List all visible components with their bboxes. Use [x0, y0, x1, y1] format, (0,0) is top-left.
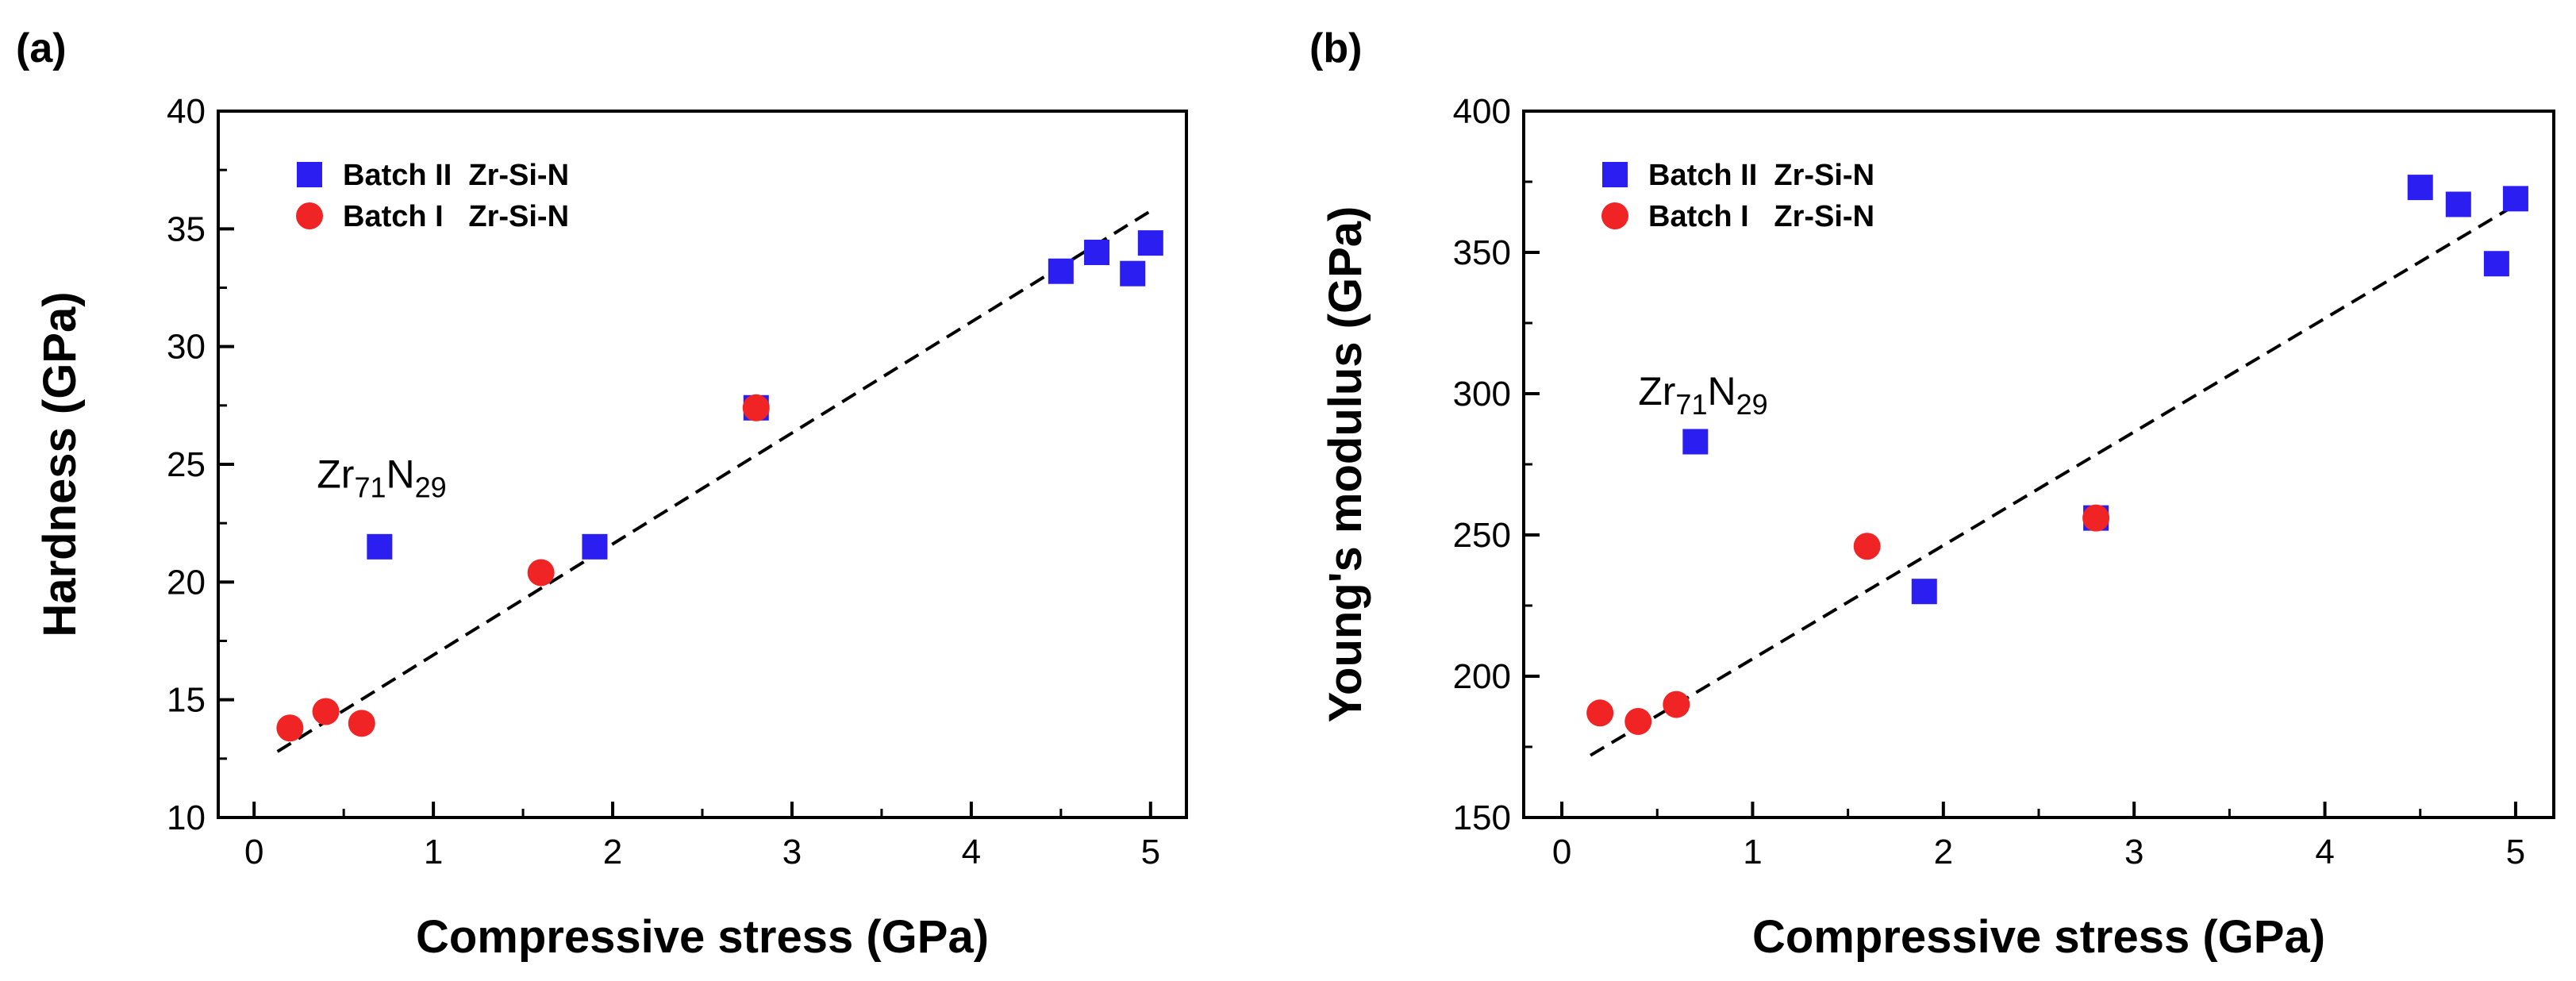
x-tick-label: 5 — [2506, 833, 2525, 871]
fit-line — [1590, 200, 2523, 757]
legend-label: Batch I Zr-Si-N — [1648, 200, 1874, 233]
batch-i-point — [1624, 707, 1652, 735]
batch-i-point — [1663, 691, 1690, 718]
y-tick-label: 350 — [1453, 233, 1511, 272]
y-tick-label: 10 — [167, 798, 206, 837]
y-tick-label: 15 — [167, 681, 206, 720]
x-axis-title: Compressive stress (GPa) — [1752, 911, 2325, 963]
batch-i-point — [1853, 533, 1881, 560]
y-tick-label: 400 — [1453, 92, 1511, 131]
panel-label: (a) — [16, 25, 67, 71]
x-tick-label: 1 — [424, 833, 443, 871]
batch-i-point — [527, 559, 555, 587]
annotation-mid: N — [1707, 369, 1736, 414]
batch-ii-point — [1048, 258, 1074, 284]
annotation-label: Zr71N29 — [317, 452, 446, 504]
y-tick-label: 150 — [1453, 798, 1511, 837]
y-tick-label: 25 — [167, 445, 206, 484]
x-tick-label: 0 — [244, 833, 263, 871]
batch-ii-point — [367, 533, 393, 560]
x-tick-label: 2 — [1934, 833, 1953, 871]
batch-ii-point — [2483, 251, 2509, 277]
legend-label: Batch I Zr-Si-N — [343, 200, 569, 233]
annotation-mid: N — [386, 452, 415, 497]
legend-label: Batch II Zr-Si-N — [1648, 159, 1874, 192]
y-tick-label: 300 — [1453, 375, 1511, 414]
chart-panel-b: (b) 0 1 2 3 4 5 150 200 250 300 350 400 Compressive s… — [1309, 25, 2555, 963]
batch-i-point — [348, 710, 375, 737]
batch-ii-point — [2445, 191, 2471, 217]
y-tick-label: 30 — [167, 328, 206, 367]
y-tick-label: 250 — [1453, 516, 1511, 555]
batch-i-point — [312, 698, 340, 725]
batch-ii-point — [2502, 186, 2528, 212]
annotation-label: Zr71N29 — [1638, 369, 1767, 421]
batch-i-point — [2082, 504, 2110, 532]
legend-marker — [1601, 202, 1628, 229]
batch-ii-point — [1682, 429, 1709, 455]
x-tick-label: 0 — [1552, 833, 1571, 871]
y-axis-title: Hardness (GPa) — [34, 291, 86, 637]
y-tick-label: 40 — [167, 92, 206, 131]
x-tick-label: 3 — [782, 833, 802, 871]
y-tick-label: 20 — [167, 563, 206, 602]
legend-marker — [297, 162, 322, 187]
annotation-sub2: 29 — [415, 471, 447, 504]
annotation-main: Zr — [1638, 369, 1675, 414]
batch-ii-point — [1137, 230, 1163, 256]
legend-marker — [296, 202, 323, 229]
y-tick-label: 200 — [1453, 657, 1511, 696]
x-tick-label: 4 — [962, 833, 981, 871]
annotation-main: Zr — [317, 452, 354, 497]
y-tick-label: 35 — [167, 210, 206, 248]
annotation-sub2: 29 — [1736, 388, 1768, 421]
batch-ii-point — [1911, 579, 1937, 605]
x-tick-label: 5 — [1141, 833, 1160, 871]
x-tick-label: 2 — [603, 833, 622, 871]
batch-ii-point — [582, 533, 608, 560]
batch-ii-point — [2407, 175, 2433, 201]
x-tick-label: 1 — [1743, 833, 1762, 871]
batch-i-point — [276, 714, 304, 742]
chart-panel-a: (a) 0 1 2 3 4 5 10 15 20 25 30 35 40 Compressive stres… — [16, 25, 1188, 963]
batch-i-point — [1586, 699, 1614, 727]
panel-label: (b) — [1309, 25, 1362, 71]
batch-ii-point — [1120, 260, 1146, 287]
batch-i-point — [742, 394, 770, 421]
y-axis-title: Young's modulus (GPa) — [1320, 206, 1371, 723]
annotation-sub1: 71 — [1675, 388, 1707, 421]
annotation-sub1: 71 — [354, 471, 386, 504]
batch-ii-point — [1084, 240, 1110, 265]
x-axis-title: Compressive stress (GPa) — [416, 911, 989, 963]
x-tick-label: 4 — [2315, 833, 2334, 871]
legend-label: Batch II Zr-Si-N — [343, 159, 569, 192]
x-tick-label: 3 — [2124, 833, 2143, 871]
legend-marker — [1602, 162, 1628, 187]
